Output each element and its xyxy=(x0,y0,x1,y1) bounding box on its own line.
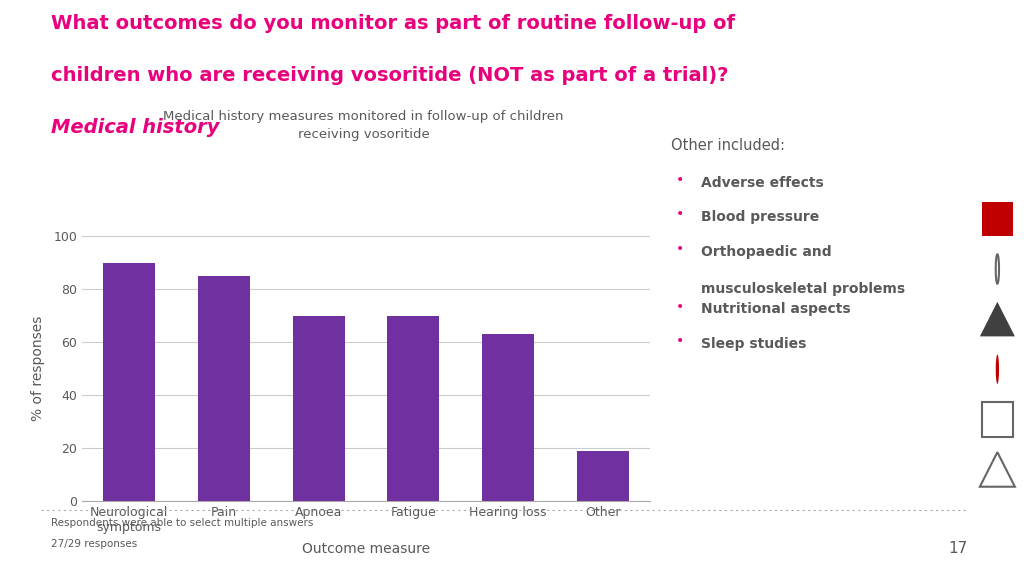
Text: Nutritional aspects: Nutritional aspects xyxy=(701,302,851,316)
Text: Blood pressure: Blood pressure xyxy=(701,210,819,224)
Text: Orthopaedic and: Orthopaedic and xyxy=(701,245,833,259)
Bar xyxy=(982,402,1013,437)
X-axis label: Outcome measure: Outcome measure xyxy=(302,543,430,556)
Text: Adverse effects: Adverse effects xyxy=(701,176,824,190)
Text: 17: 17 xyxy=(948,541,968,556)
Text: •: • xyxy=(676,334,684,348)
Bar xyxy=(577,451,629,501)
Text: What outcomes do you monitor as part of routine follow-up of: What outcomes do you monitor as part of … xyxy=(51,14,735,33)
Text: •: • xyxy=(676,242,684,256)
Bar xyxy=(482,334,535,501)
Text: children who are receiving vosoritide (NOT as part of a trial)?: children who are receiving vosoritide (N… xyxy=(51,66,729,85)
Text: 27/29 responses: 27/29 responses xyxy=(51,539,137,548)
Text: Sleep studies: Sleep studies xyxy=(701,337,807,351)
Bar xyxy=(293,316,345,501)
Text: Respondents were able to select multiple answers: Respondents were able to select multiple… xyxy=(51,518,313,528)
Text: musculoskeletal problems: musculoskeletal problems xyxy=(701,282,905,296)
Text: •: • xyxy=(676,207,684,221)
Bar xyxy=(982,202,1013,236)
Bar xyxy=(103,263,156,501)
Polygon shape xyxy=(980,302,1015,336)
Text: •: • xyxy=(676,173,684,187)
Circle shape xyxy=(995,354,999,384)
Text: Medical history measures monitored in follow-up of children
receiving vosoritide: Medical history measures monitored in fo… xyxy=(163,110,564,141)
Text: •: • xyxy=(676,300,684,313)
Bar xyxy=(387,316,439,501)
Y-axis label: % of responses: % of responses xyxy=(31,316,45,421)
Text: Other included:: Other included: xyxy=(671,138,784,153)
Bar xyxy=(198,276,250,501)
Text: Medical history: Medical history xyxy=(51,118,220,137)
